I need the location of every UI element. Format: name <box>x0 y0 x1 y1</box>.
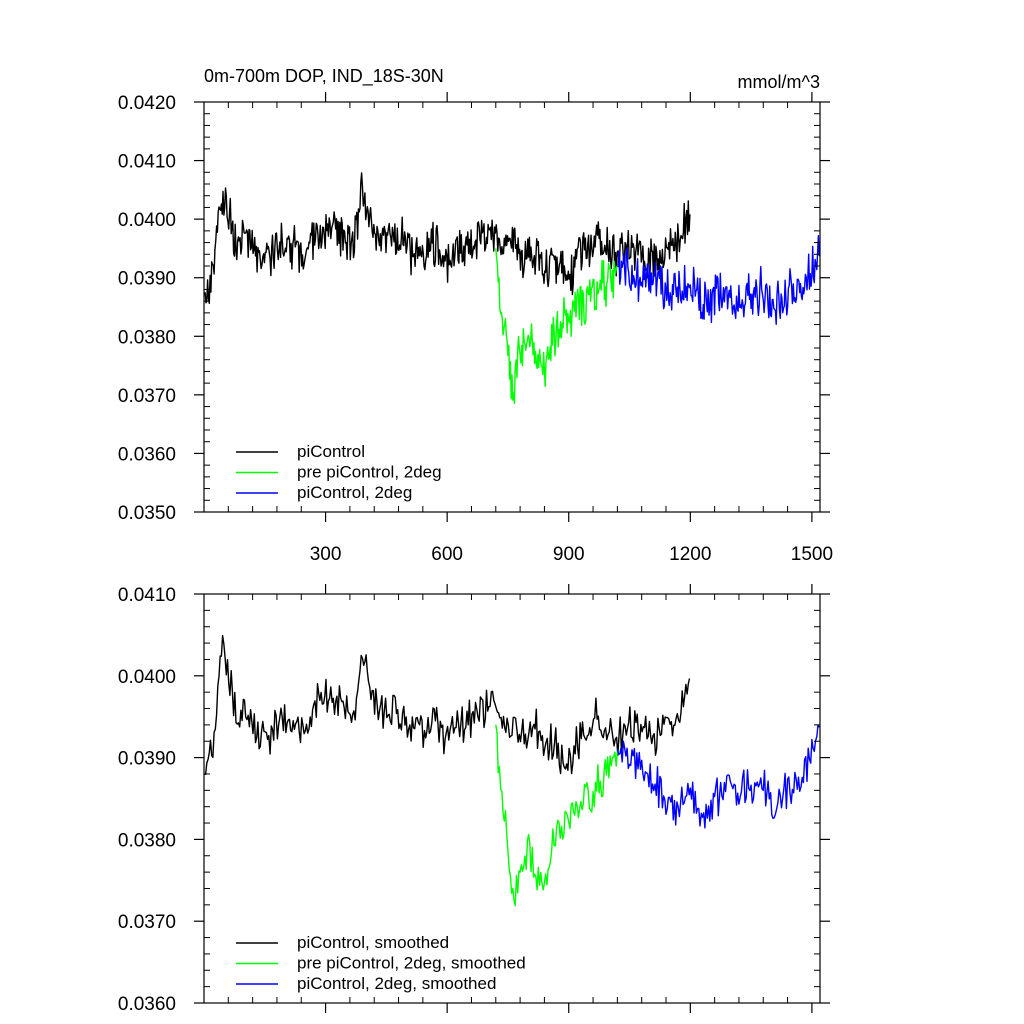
series-line-pre-picontrol-2deg-smoothed <box>495 724 619 907</box>
y-tick-label: 0.0390 <box>118 749 176 770</box>
x-tick-label: 1200 <box>669 544 711 565</box>
y-tick-label: 0.0360 <box>118 444 176 465</box>
y-tick-label: 0.0400 <box>118 210 176 231</box>
legend-label: piControl, 2deg <box>297 483 412 502</box>
x-tick-label: 900 <box>553 544 585 565</box>
y-tick-label: 0.0400 <box>118 667 176 688</box>
bottom-panel: 0.0360 0.0370 0.0380 0.0390 0.0400 0.0410 piCo… <box>118 584 830 1015</box>
x-tick-label: 1500 <box>791 544 833 565</box>
y-tick-label: 0.0360 <box>118 994 176 1015</box>
legend-label: pre piControl, 2deg <box>297 463 442 482</box>
series-line-pre-picontrol-2deg <box>495 248 618 405</box>
series-line-picontrol-2deg-smoothed <box>616 724 820 829</box>
series-line-picontrol-smoothed <box>204 634 691 775</box>
units-label: mmol/m^3 <box>738 72 820 92</box>
y-tick-label: 0.0370 <box>118 386 176 407</box>
y-tick-label: 0.0410 <box>118 585 176 606</box>
plot-frame <box>203 101 821 513</box>
y-tick-label: 0.0410 <box>118 152 176 173</box>
y-tick-label: 0.0390 <box>118 269 176 290</box>
x-tick-label: 300 <box>310 544 342 565</box>
x-tick-label: 600 <box>431 544 463 565</box>
y-tick-label: 0.0370 <box>118 912 176 933</box>
legend-label: piControl <box>297 442 365 461</box>
y-tick-label: 0.0380 <box>118 327 176 348</box>
legend-label: piControl, smoothed <box>297 933 449 952</box>
y-tick-label: 0.0380 <box>118 830 176 851</box>
legend-label: piControl, 2deg, smoothed <box>297 974 496 993</box>
series-line-picontrol <box>204 172 691 304</box>
series-line-picontrol-2deg <box>617 235 820 325</box>
y-tick-label: 0.0350 <box>118 503 176 524</box>
y-tick-label: 0.0420 <box>118 93 176 114</box>
plot-frame <box>203 593 821 1004</box>
chart-title: 0m-700m DOP, IND_18S-30N <box>204 66 444 87</box>
legend-label: pre piControl, 2deg, smoothed <box>297 954 526 973</box>
top-panel: 300 600 900 1200 1500 0.0350 0.0360 0.0370 0.038… <box>118 66 833 565</box>
